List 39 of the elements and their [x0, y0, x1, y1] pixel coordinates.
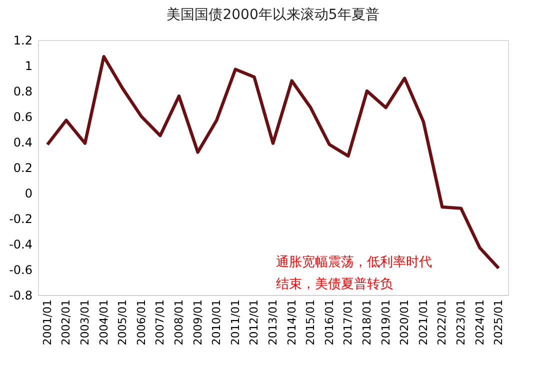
chart-title: 美国国债2000年以来滚动5年夏普	[166, 6, 380, 23]
y-tick-label: 0	[24, 186, 32, 200]
x-tick-label: 2021/01	[416, 300, 430, 346]
x-tick-label: 2006/01	[134, 300, 148, 346]
y-tick-label: -0.8	[9, 288, 32, 302]
y-tick-label: 0.8	[13, 84, 32, 98]
y-tick-label: -0.4	[9, 238, 32, 252]
x-tick-label: 2010/01	[210, 300, 224, 346]
x-tick-label: 2001/01	[40, 300, 54, 346]
x-tick-label: 2013/01	[266, 300, 280, 346]
y-tick-label: 1.2	[13, 34, 32, 48]
x-tick-label: 2023/01	[454, 300, 468, 346]
x-tick-label: 2009/01	[191, 300, 204, 346]
x-tick-label: 2015/01	[304, 300, 318, 346]
x-tick-label: 2017/01	[342, 300, 355, 346]
x-tick-label: 2022/01	[436, 300, 449, 346]
x-tick-label: 2020/01	[398, 300, 412, 346]
x-tick-label: 2018/01	[360, 300, 374, 346]
x-tick-label: 2011/01	[228, 300, 242, 346]
x-tick-label: 2024/01	[473, 300, 486, 346]
x-tick-label: 2016/01	[322, 300, 336, 346]
y-tick-label: -0.2	[9, 212, 32, 226]
y-tick-label: 1	[24, 59, 32, 73]
line-series	[46, 54, 500, 270]
x-tick-label: 2019/01	[379, 300, 392, 346]
y-tick-label: 0.6	[13, 110, 32, 124]
y-tick-label: 0.4	[13, 136, 32, 150]
x-tick-label: 2003/01	[78, 300, 92, 346]
x-tick-label: 2005/01	[116, 300, 130, 346]
x-tick-label: 2002/01	[60, 300, 73, 346]
x-tick-label: 2012/01	[248, 300, 261, 346]
annotation: 通胀宽幅震荡，低利率时代结束，美债夏普转负	[276, 254, 432, 292]
x-tick-label: 2004/01	[97, 300, 110, 346]
x-tick-label: 2007/01	[154, 300, 167, 346]
x-tick-label: 2014/01	[285, 300, 298, 346]
y-tick-label: -0.6	[9, 263, 32, 277]
x-tick-label: 2025/01	[492, 300, 506, 346]
x-tick-label: 2008/01	[172, 300, 186, 346]
y-tick-label: 0.2	[13, 161, 32, 175]
